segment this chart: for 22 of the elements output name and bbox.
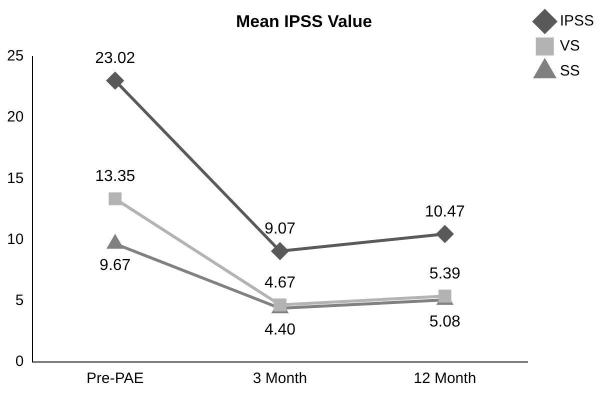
x-tick-label: Pre-PAE: [86, 370, 144, 388]
data-label: 5.08: [429, 313, 461, 330]
data-label: 23.02: [95, 50, 136, 68]
y-tick-label: 15: [6, 170, 24, 187]
chart-title: Mean IPSS Value: [236, 12, 372, 31]
data-label: 9.07: [264, 220, 296, 238]
x-tick-label: 3 Month: [252, 370, 308, 388]
data-label: 5.39: [429, 266, 461, 283]
data-label: 10.47: [424, 203, 465, 220]
data-label: 9.67: [100, 257, 131, 274]
x-tick-label: 12 Month: [414, 370, 476, 388]
y-tick-label: 25: [6, 48, 24, 65]
y-tick-label: 10: [6, 230, 24, 248]
y-tick-label: 20: [6, 108, 24, 126]
data-label: 13.35: [95, 168, 136, 186]
y-tick-label: 5: [15, 292, 24, 310]
data-label: 4.40: [264, 322, 296, 339]
legend-label: SS: [560, 62, 580, 80]
legend-label: IPSS: [560, 12, 594, 30]
data-label: 4.67: [264, 274, 296, 292]
y-tick-label: 0: [15, 353, 24, 370]
legend-label: VS: [560, 38, 580, 55]
